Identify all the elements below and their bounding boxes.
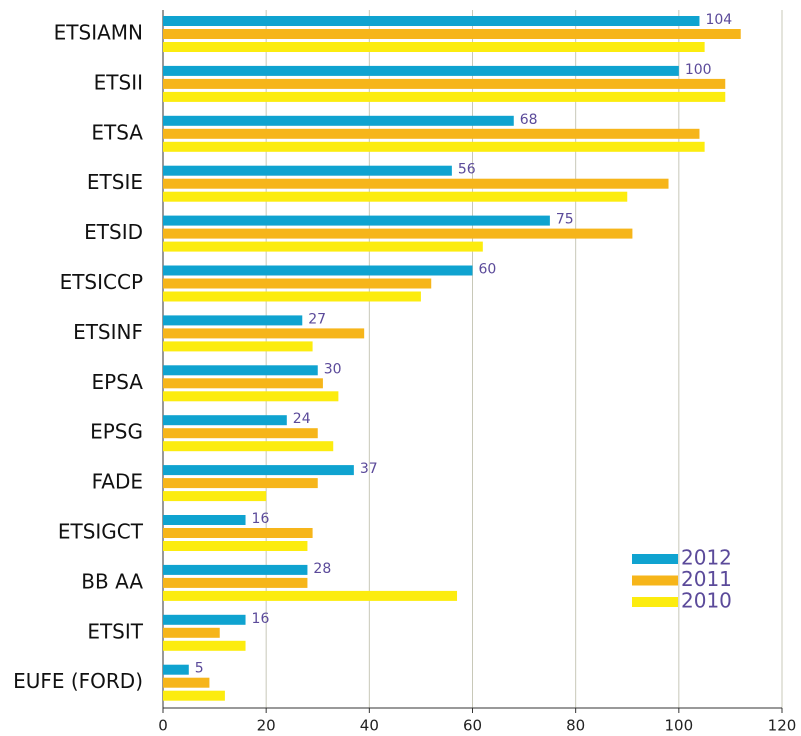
bar [163,378,323,389]
data-label: 75 [556,212,574,228]
bar [163,441,334,452]
y-tick-label: EPSG [90,420,143,444]
bar [163,465,354,476]
bar [163,228,633,239]
bar [163,415,287,426]
bar [163,577,308,588]
x-tick-label: 20 [257,717,276,735]
bar [163,541,308,551]
bar [163,690,225,701]
x-tick-label: 80 [566,717,585,735]
bar [163,640,246,651]
bar [163,265,473,276]
data-label: 56 [458,162,476,178]
legend-label: 2010 [681,589,732,613]
y-tick-label: ETSINF [73,320,143,344]
bar [163,590,458,601]
bar [163,664,189,675]
data-label: 104 [705,12,732,28]
y-tick-label: ETSIT [87,619,143,643]
legend-swatch [632,597,678,607]
bar [163,215,550,226]
bar [163,165,452,176]
y-tick-label: ETSIE [87,170,143,194]
legend-swatch [632,575,678,586]
y-tick-label: ETSID [84,220,143,244]
y-tick-label: ETSIGCT [58,520,144,544]
bar [163,365,318,376]
data-label: 5 [195,661,204,677]
x-tick-label: 60 [463,717,482,735]
bar [163,627,220,638]
data-label: 30 [324,361,342,377]
data-label: 16 [252,511,270,527]
x-tick-label: 120 [768,717,797,735]
bar [163,128,700,139]
bar [163,115,514,126]
legend-label: 2011 [681,567,732,591]
data-label: 37 [360,461,378,477]
bar [163,65,679,76]
bar [163,191,628,202]
bar [163,341,313,352]
bar [163,677,210,688]
bar [163,315,303,326]
bar [163,564,308,575]
y-tick-label: ETSA [91,120,143,144]
bar [163,278,432,289]
bar [163,391,339,402]
bar [163,515,246,525]
data-label: 27 [308,311,326,327]
bar [163,328,365,339]
bar [163,478,318,489]
x-tick-label: 100 [665,717,694,735]
x-tick-label: 0 [158,717,168,735]
bar [163,428,318,439]
data-label: 16 [252,611,270,627]
bar [163,614,246,625]
bar [163,241,483,252]
bar [163,291,421,302]
bar [163,16,700,26]
y-tick-label: EPSA [92,370,144,394]
bar [163,29,741,39]
x-tick-label: 40 [360,717,379,735]
y-tick-label: BB AA [81,569,143,593]
y-tick-label: ETSIAMN [54,21,143,45]
data-label: 28 [313,561,331,577]
data-label: 60 [479,262,497,278]
bar [163,91,726,102]
legend-label: 2012 [681,546,732,570]
y-tick-label: EUFE (FORD) [13,669,143,693]
data-label: 100 [685,62,712,78]
bar [163,528,313,538]
legend-swatch [632,554,678,564]
bar [163,178,669,189]
bar [163,42,705,52]
y-tick-label: FADE [92,470,143,494]
bar [163,78,726,89]
data-label: 68 [520,112,538,128]
bar [163,141,705,152]
data-label: 24 [293,411,311,427]
y-tick-label: ETSII [94,70,143,94]
bar [163,491,267,502]
y-tick-label: ETSICCP [60,270,143,294]
